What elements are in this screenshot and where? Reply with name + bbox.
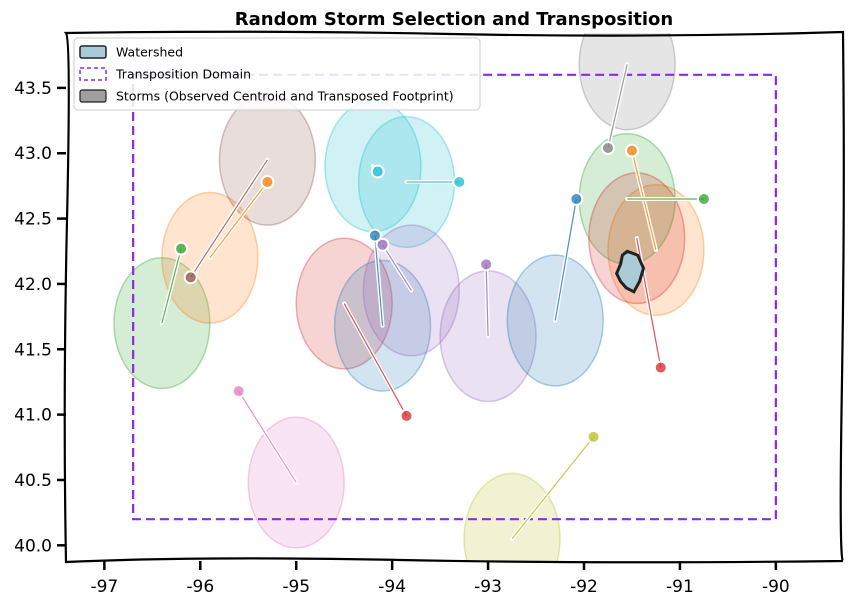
legend-label: Storms (Observed Centroid and Transposed… (116, 89, 454, 104)
y-tick-label: 43.0 (14, 144, 52, 164)
storm-footprint (578, 33, 676, 131)
storm-observed-centroid (653, 360, 668, 375)
y-axis: 40.0 40.5 41.0 41.5 42.0 42.5 43.0 43.5 (14, 79, 66, 556)
y-tick-label: 40.5 (14, 471, 52, 491)
x-tick-label: -95 (282, 577, 310, 597)
chart-title: Random Storm Selection and Transposition (235, 9, 673, 30)
y-tick-label: 40.0 (14, 536, 52, 556)
transposition-domain (132, 73, 777, 521)
storm-track (190, 159, 268, 278)
x-tick-label: -96 (186, 577, 214, 597)
storm-track (209, 181, 268, 259)
storm-track (238, 390, 297, 483)
storm-observed-centroid (624, 143, 639, 158)
legend-box (73, 37, 481, 111)
storm-observed-centroid (586, 429, 601, 444)
storm-observed-centroid (479, 257, 494, 272)
plot-frame (63, 30, 845, 564)
x-tick-label: -90 (762, 577, 790, 597)
storm-observed-centroid (399, 408, 414, 423)
storm-track (485, 264, 489, 337)
storm-observed-centroid (231, 384, 246, 399)
legend-label: Watershed (116, 45, 183, 60)
storm-observed-centroid (174, 241, 189, 256)
storm-track (382, 244, 412, 291)
storm-observed-centroid (260, 174, 275, 189)
storm-observed-centroid (375, 237, 390, 252)
legend-swatch-storm (79, 89, 107, 103)
x-tick-label: -97 (90, 577, 118, 597)
x-axis: -97 -96 -95 -94 -93 -92 -91 -90 (90, 561, 790, 597)
storm-track (343, 303, 408, 417)
storm-track (607, 64, 628, 149)
storm-observed-centroid (452, 174, 467, 189)
legend-swatch-domain (79, 67, 107, 81)
x-tick-label: -94 (378, 577, 406, 597)
storm-footprint (463, 472, 561, 561)
y-tick-label: 41.5 (14, 340, 52, 360)
storm-tracks-layer (159, 62, 711, 541)
y-tick-label: 42.5 (14, 210, 52, 230)
storm-observed-centroid (696, 191, 711, 206)
x-tick-label: -92 (570, 577, 598, 597)
legend-swatch-watershed (79, 45, 107, 59)
storm-track (554, 198, 577, 321)
storm-observed-centroid (569, 191, 584, 206)
legend-label: Transposition Domain (115, 67, 251, 82)
x-tick-label: -91 (666, 577, 694, 597)
watershed (614, 249, 646, 294)
storm-track (511, 436, 595, 540)
y-tick-label: 43.5 (14, 79, 52, 99)
storm-observed-centroid (367, 228, 382, 243)
storm-footprints-layer (113, 33, 705, 561)
legend: Watershed Transposition Domain Storms (Obs… (73, 37, 481, 111)
y-tick-label: 42.0 (14, 275, 52, 295)
storm-observed-centroid (183, 270, 198, 285)
storm-track (374, 235, 384, 326)
y-tick-label: 41.0 (14, 406, 52, 426)
storm-observed-centroid (370, 164, 385, 179)
storm-track (161, 248, 182, 324)
storm-observed-centroid (600, 141, 615, 156)
x-tick-label: -93 (474, 577, 502, 597)
